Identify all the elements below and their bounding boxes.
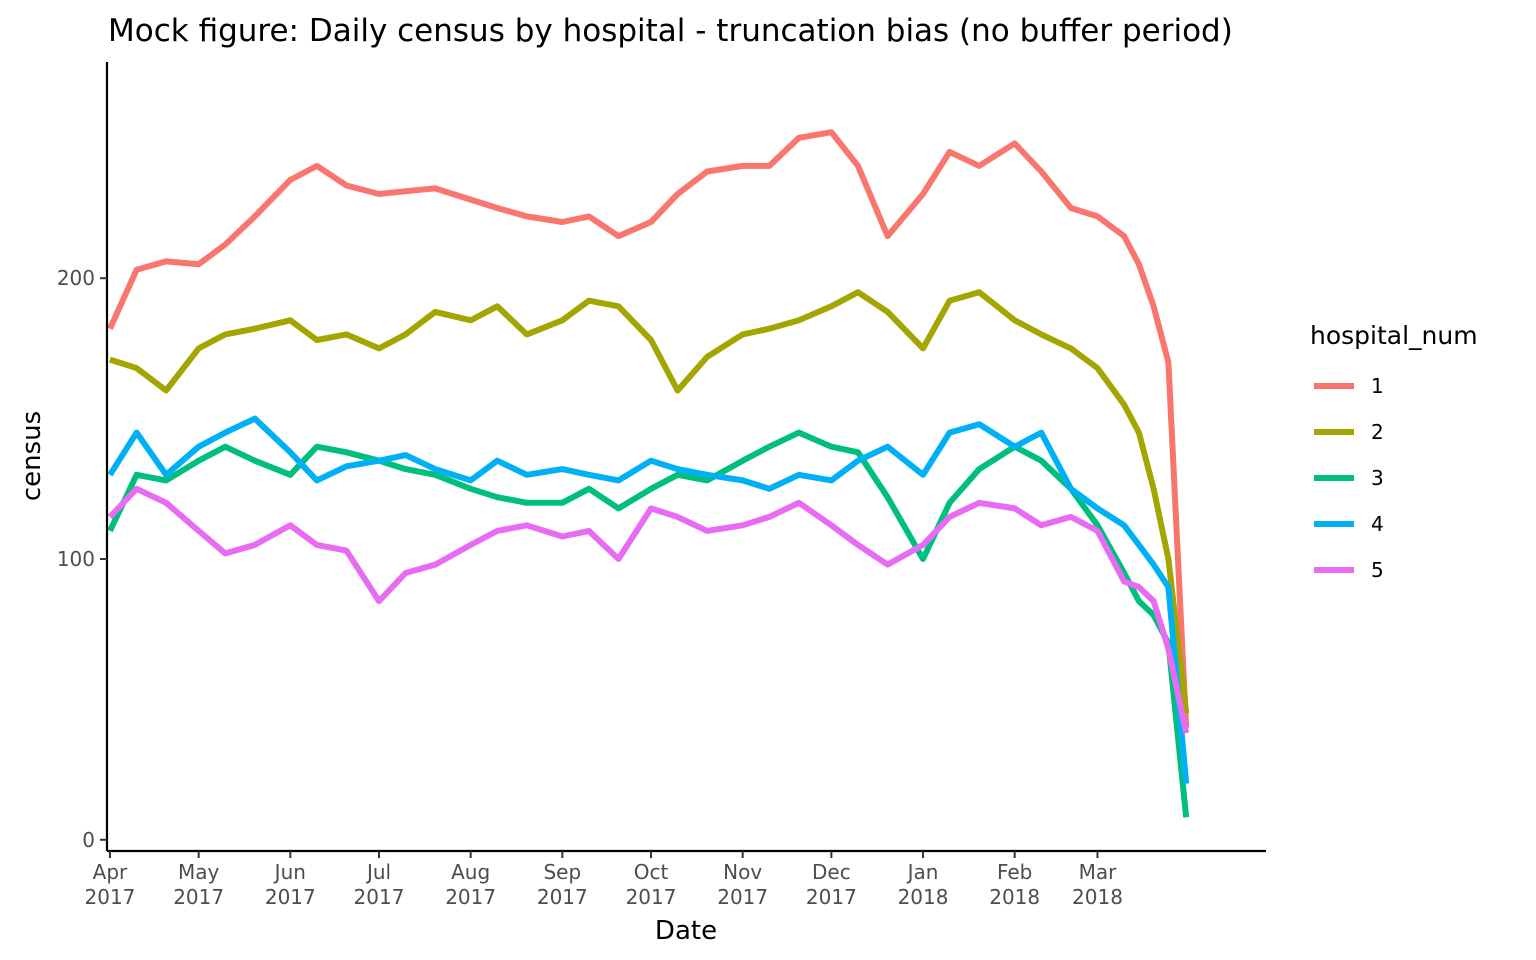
x-tick-month: Aug	[451, 860, 490, 884]
y-tick-label: 100	[57, 547, 95, 571]
y-axis-title: census	[17, 411, 47, 501]
x-tick-month: Nov	[723, 860, 762, 884]
x-tick-month: Jan	[906, 860, 939, 884]
x-tick-month: Oct	[634, 860, 669, 884]
series-line-1	[107, 129, 1190, 728]
x-tick-month: Jun	[273, 860, 306, 884]
y-tick-label: 0	[82, 828, 95, 852]
x-tick-year: 2017	[717, 885, 768, 909]
x-tick-month: Feb	[997, 860, 1032, 884]
x-axis-title: Date	[655, 916, 717, 946]
series-line-5	[107, 485, 1190, 734]
legend-label-5: 5	[1371, 558, 1384, 582]
legend-label-3: 3	[1371, 466, 1384, 490]
x-tick-year: 2017	[85, 885, 136, 909]
x-tick-year: 2018	[989, 885, 1040, 909]
x-tick-month: Dec	[812, 860, 851, 884]
x-tick-year: 2017	[445, 885, 496, 909]
x-tick-year: 2017	[265, 885, 316, 909]
x-tick-year: 2018	[898, 885, 949, 909]
x-tick-month: Apr	[93, 860, 128, 884]
x-tick-year: 2018	[1072, 885, 1123, 909]
plot-lines	[107, 129, 1190, 818]
x-tick-year: 2017	[354, 885, 405, 909]
x-tick-year: 2017	[626, 885, 677, 909]
legend-label-2: 2	[1371, 420, 1384, 444]
x-tick-month: Mar	[1079, 860, 1118, 884]
y-ticks: 0 100 200	[57, 266, 107, 852]
legend-label-4: 4	[1371, 512, 1384, 536]
series-line-4	[107, 415, 1190, 784]
legend-title: hospital_num	[1310, 321, 1478, 350]
series-line-3	[107, 429, 1190, 818]
x-tick-month: Jul	[365, 860, 391, 884]
x-tick-month: May	[178, 860, 220, 884]
legend: hospital_num 1 2 3 4 5	[1310, 321, 1478, 582]
y-tick-label: 200	[57, 266, 95, 290]
x-tick-month: Sep	[543, 860, 581, 884]
series-line-2	[109, 289, 1190, 714]
chart-title: Mock figure: Daily census by hospital - …	[108, 13, 1233, 49]
x-tick-year: 2017	[537, 885, 588, 909]
legend-label-1: 1	[1371, 374, 1384, 398]
x-tick-year: 2017	[173, 885, 224, 909]
x-ticks: Apr2017May2017Jun2017Jul2017Aug2017Sep20…	[85, 851, 1123, 909]
x-tick-year: 2017	[806, 885, 857, 909]
